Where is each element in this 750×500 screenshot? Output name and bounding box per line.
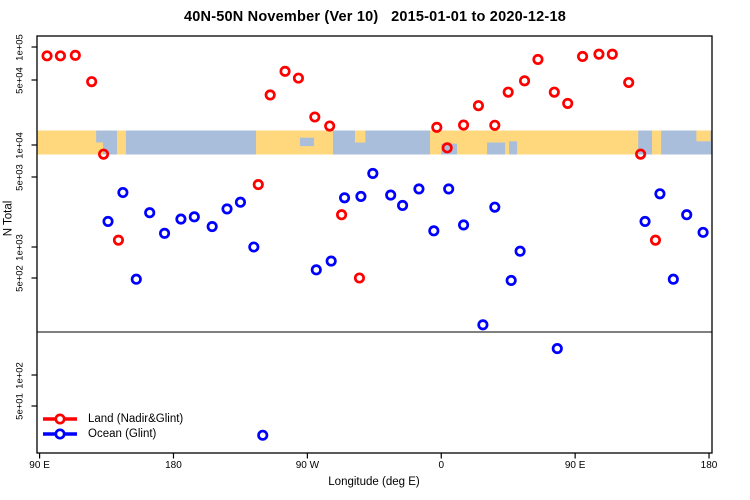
x-tick-label: 90 W [295,460,320,471]
ocean-data-point [514,245,526,257]
ocean-data-point [428,225,440,237]
ocean-data-point [551,343,563,355]
ocean-data-point [681,209,693,221]
land-data-point [86,76,98,88]
map-band-land-segment [430,130,639,155]
land-data-point [292,72,304,84]
land-data-point [69,49,81,61]
ocean-data-point [159,227,171,239]
legend-item-land: Land (Nadir&Glint) [40,412,183,427]
y-tick-label: 5e+04 [14,66,26,94]
ocean-data-point [697,226,709,238]
ocean-data-point [443,183,455,195]
land-data-point [41,50,53,62]
land-data-point [649,234,662,246]
ocean-data-point [310,264,322,276]
ocean-data-point [667,273,679,285]
land-data-point [635,148,647,160]
ocean-data-point [355,190,367,202]
land-data-point [279,65,291,77]
land-series-marker-icon [43,413,77,425]
legend-label-land: Land (Nadir&Glint) [88,413,184,426]
map-band-sea-patch [487,142,506,155]
land-data-point [502,86,514,98]
land-data-point [264,89,276,101]
land-data-point [98,148,110,160]
ocean-data-point [144,207,156,219]
map-band-sea-patch [509,141,518,155]
x-tick-label: 0 [438,460,445,471]
ocean-data-point [188,211,200,223]
ocean-data-point [654,188,666,200]
land-data-point [353,272,365,284]
ocean-data-point [130,273,142,285]
land-data-point [54,50,66,62]
ocean-data-point [234,196,246,208]
plot-frame [36,35,713,454]
map-band-sea-patch [441,143,458,155]
map-band-sea-patch [299,137,315,147]
map-band-land-segment [116,130,126,155]
land-data-point [489,119,501,131]
ocean-data-point [413,183,425,195]
map-band-land-segment [652,130,662,155]
land-data-point [431,121,443,133]
legend-item-ocean: Ocean (Glint) [40,427,183,442]
land-data-point [562,97,574,109]
land-data-point [623,76,635,89]
x-tick-label: 180 [700,460,718,471]
x-axis-title: Longitude (deg E) [328,476,420,488]
map-band-land-segment [696,130,711,142]
legend-label-ocean: Ocean (Glint) [88,427,157,440]
legend: Land (Nadir&Glint) Ocean (Glint) [40,412,183,441]
ocean-data-point [489,201,501,213]
chart-title: 40N-50N November (Ver 10) 2015-01-01 to … [184,9,566,25]
ocean-series-marker-icon [43,428,77,440]
ocean-data-point [257,429,269,441]
ocean-data-point [325,255,337,267]
x-tick-label: 90 E [564,460,586,471]
land-data-point [441,142,453,154]
land-data-point [458,119,470,131]
land-data-point [532,53,544,65]
y-tick-label: 5e+01 [14,392,26,420]
ocean-data-point [367,167,379,179]
ocean-data-point [477,319,489,331]
land-data-point [336,209,348,221]
land-data-point [472,100,484,112]
map-band-land-segment [37,130,103,155]
land-data-point [593,48,605,60]
ocean-data-point [458,219,470,231]
ocean-data-point [639,215,651,227]
land-data-point [519,75,531,87]
ocean-data-point [339,192,351,204]
ocean-data-point [505,274,517,287]
land-data-point [548,86,560,98]
ocean-data-point [397,199,409,211]
map-band-land-segment [256,130,333,155]
land-data-point [324,120,336,132]
ocean-data-point [117,186,129,199]
ocean-data-point [206,221,218,233]
ocean-data-point [248,241,260,253]
land-data-point [252,179,264,191]
land-data-point [112,234,124,246]
land-data-point [606,48,618,60]
land-data-point [577,50,589,62]
x-tick-label: 180 [165,460,182,471]
ocean-data-point [221,203,233,215]
map-band-sea-patch [96,130,103,143]
land-data-point [309,111,321,123]
x-tick-label: 90 E [29,460,50,471]
ocean-data-point [385,189,397,201]
ocean-data-point [175,213,187,225]
ocean-data-point [102,215,114,227]
map-band-land-segment [354,130,366,143]
y-tick-label: 5e+02 [14,264,26,292]
y-tick-label: 5e+03 [14,163,26,191]
